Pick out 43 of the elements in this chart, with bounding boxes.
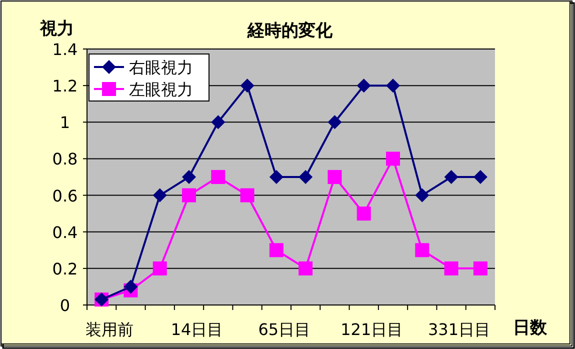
point <box>211 170 226 184</box>
x-tick-label: 65日目 <box>258 320 311 339</box>
point <box>152 188 167 202</box>
point <box>444 170 458 184</box>
legend-label: 右眼視力 <box>129 58 193 77</box>
y-tick-label: 1.2 <box>52 76 78 96</box>
x-axis-title: 日数 <box>513 318 548 338</box>
point <box>415 243 430 258</box>
point <box>124 280 138 294</box>
chart-title: 経時的変化 <box>246 21 334 41</box>
point <box>182 170 196 184</box>
point <box>298 170 313 184</box>
point <box>356 206 371 221</box>
point <box>444 261 458 276</box>
x-tick-label: 装用前 <box>86 320 134 339</box>
point <box>152 261 167 276</box>
point <box>240 188 254 202</box>
point <box>328 170 342 184</box>
y-tick-label: 0.2 <box>52 259 78 278</box>
x-tick-label: 121日目 <box>340 320 404 339</box>
point <box>328 115 342 130</box>
x-tick-label: 14日目 <box>170 320 224 339</box>
y-tick-label: 0.4 <box>52 222 78 242</box>
point <box>240 78 254 93</box>
point <box>298 261 313 276</box>
x-tick-label: 331日目 <box>428 320 491 339</box>
point <box>386 78 400 93</box>
y-tick-label: 0 <box>60 296 70 315</box>
point <box>473 170 488 184</box>
y-tick-label: 1 <box>60 113 70 132</box>
point <box>269 170 284 184</box>
point <box>473 261 488 276</box>
point <box>182 188 196 202</box>
point <box>211 115 226 130</box>
y-axis-title: 視力 <box>39 19 74 39</box>
y-tick-label: 0.6 <box>52 186 78 206</box>
point <box>415 188 430 202</box>
y-tick-label: 1.4 <box>52 40 78 59</box>
point <box>269 243 284 258</box>
y-tick-label: 0.8 <box>52 150 78 169</box>
legend-label: 左眼視力 <box>129 80 193 99</box>
point <box>386 152 400 166</box>
point <box>356 78 371 93</box>
